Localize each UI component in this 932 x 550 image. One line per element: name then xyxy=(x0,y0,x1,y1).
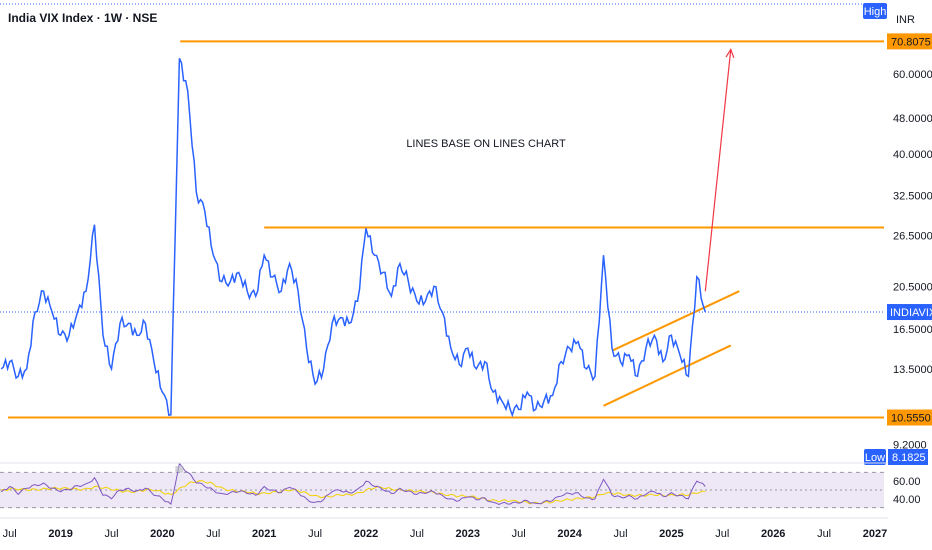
price-axis[interactable]: 9.2000 13.5000 16.5000 20.5000 26.5000 32.500… xyxy=(887,33,932,506)
last-price-tag-text: INDIAVIX xyxy=(890,307,932,319)
low-badge-bg xyxy=(864,449,886,465)
low-value-tag-text: 8.1825 xyxy=(892,452,926,464)
low-value-tag-bg xyxy=(888,449,928,465)
rsi-line[interactable] xyxy=(0,462,706,506)
time-tick-year: 2019 xyxy=(48,528,72,540)
price-tick-label: 13.5000 xyxy=(893,364,932,376)
price-tick-label: 16.5000 xyxy=(893,324,932,336)
time-tick-year: 2022 xyxy=(354,528,378,540)
rsi-pane xyxy=(0,462,884,509)
time-tick-month: Jul xyxy=(512,528,526,540)
time-tick-month: Jul xyxy=(715,528,729,540)
time-tick-year: 2020 xyxy=(150,528,174,540)
low-badge[interactable]: Low xyxy=(864,449,886,465)
low-value-tag[interactable]: 8.1825 xyxy=(888,449,928,465)
time-axis[interactable]: Jul 2019 Jul 2020 Jul 2021 Jul 2022 Jul 2023 Jul 20… xyxy=(0,517,888,540)
high-price-tag-text: 70.8075 xyxy=(891,36,931,48)
price-tick-label: 26.5000 xyxy=(893,231,932,243)
rsi-overbought-fill xyxy=(175,466,184,473)
price-tick-label: 40.0000 xyxy=(893,149,932,161)
high-badge-bg xyxy=(863,3,887,19)
rsi-tick-label: 40.00 xyxy=(893,494,921,506)
time-tick-month: Jul xyxy=(3,528,17,540)
high-price-tag-bg xyxy=(887,33,932,50)
channel-upper-line[interactable] xyxy=(611,290,740,352)
time-tick-year: 2021 xyxy=(252,528,276,540)
high-badge-label: High xyxy=(864,6,887,18)
time-tick-year: 2023 xyxy=(456,528,480,540)
high-badge[interactable]: High xyxy=(863,3,887,19)
main-pane xyxy=(0,40,884,419)
support-price-tag-text: 10.5550 xyxy=(891,413,931,425)
price-tick-label: 9.2000 xyxy=(893,440,927,452)
support-price-tag[interactable]: 10.5550 xyxy=(887,409,932,426)
high-price-tag[interactable]: 70.8075 xyxy=(887,33,932,50)
channel-lower-line[interactable] xyxy=(603,344,732,407)
last-price-tag-bg xyxy=(887,304,932,321)
time-tick-month: Jul xyxy=(410,528,424,540)
currency-label: INR xyxy=(896,14,915,26)
price-tick-label: 48.0000 xyxy=(893,113,932,125)
rsi-ma-line[interactable] xyxy=(1,480,706,505)
chart-annotation: LINES BASE ON LINES CHART xyxy=(406,138,566,150)
time-tick-year: 2024 xyxy=(557,528,582,540)
time-tick-month: Jul xyxy=(104,528,118,540)
time-tick-year: 2027 xyxy=(863,528,887,540)
projection-arrow-line[interactable] xyxy=(704,49,732,292)
indiavix-series-line[interactable] xyxy=(0,57,707,418)
time-tick-month: Jul xyxy=(308,528,322,540)
projection-arrow-head xyxy=(725,47,735,59)
time-tick-month: Jul xyxy=(817,528,831,540)
time-tick-month: Jul xyxy=(613,528,627,540)
time-tick-month: Jul xyxy=(206,528,220,540)
price-tick-label: 60.0000 xyxy=(893,69,932,81)
rsi-tick-label: 60.00 xyxy=(893,476,921,488)
last-price-tag[interactable]: INDIAVIX xyxy=(887,304,932,321)
price-tick-label: 32.5000 xyxy=(893,190,932,202)
time-tick-year: 2026 xyxy=(761,528,785,540)
support-price-tag-bg xyxy=(887,409,932,426)
price-tick-label: 20.5000 xyxy=(893,281,932,293)
chart-title: India VIX Index · 1W · NSE xyxy=(8,11,158,25)
time-tick-year: 2025 xyxy=(659,528,683,540)
low-badge-label: Low xyxy=(865,452,885,464)
